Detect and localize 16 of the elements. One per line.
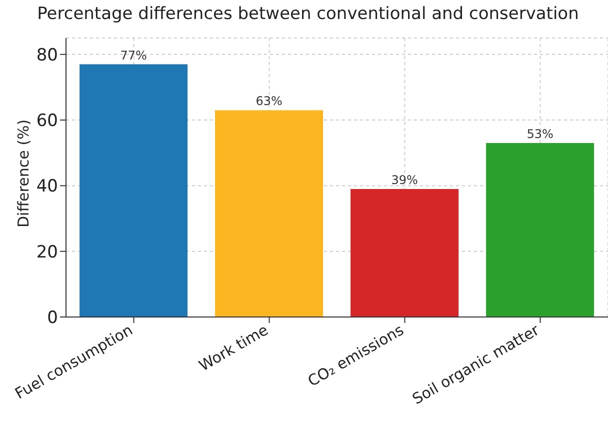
y-axis-title: Difference (%): [14, 119, 32, 228]
y-tick-label: 20: [36, 242, 58, 262]
data-label: 39%: [391, 172, 418, 187]
y-tick-label: 60: [36, 111, 58, 132]
chart-title: Percentage differences between conventional and conservation: [36, 4, 580, 24]
bar: [80, 64, 188, 317]
bar: [350, 188, 459, 317]
y-tick-label: 0: [47, 308, 58, 328]
bar: [486, 143, 594, 317]
data-label: 63%: [256, 94, 282, 108]
data-label: 53%: [526, 127, 554, 142]
y-tick-label: 40: [36, 176, 58, 197]
y-tick-label: 80: [36, 45, 58, 66]
x-tick-label: Work time: [196, 320, 272, 375]
data-label: 77%: [120, 48, 147, 62]
bar: [215, 110, 324, 317]
